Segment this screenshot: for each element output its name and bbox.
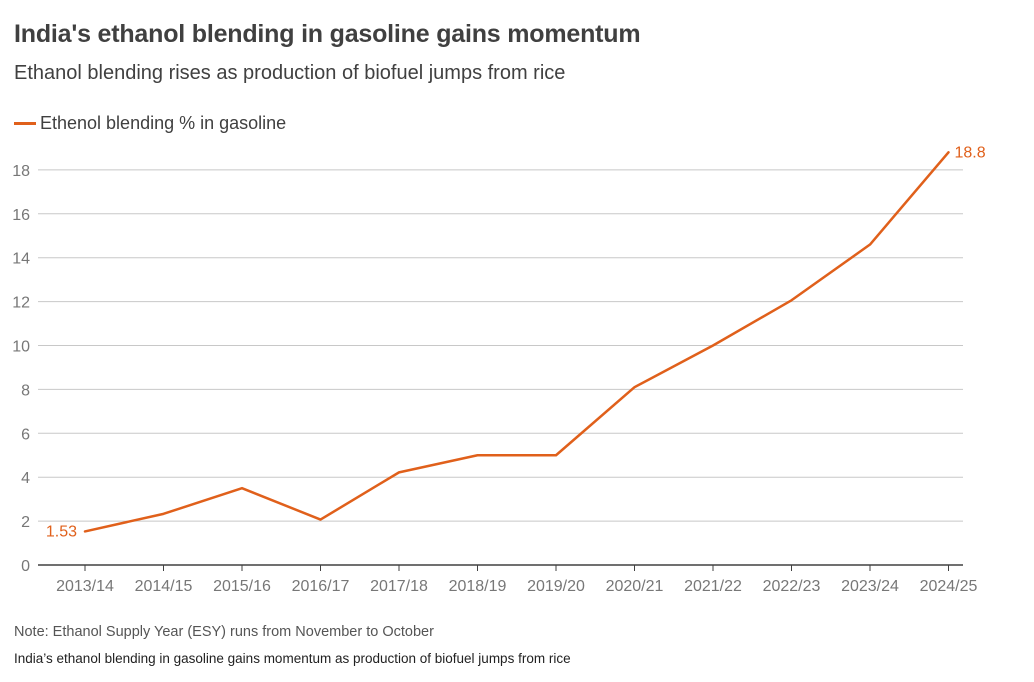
y-tick-label: 6 <box>21 426 30 443</box>
y-tick-label: 0 <box>21 558 30 575</box>
x-tick-label: 2016/17 <box>292 578 350 595</box>
x-axis-ticks: 2013/14 2014/15 2015/16 2016/17 2017/18 2018/… <box>56 565 978 595</box>
x-tick-label: 2019/20 <box>527 578 585 595</box>
data-label: 1.53 <box>46 523 77 540</box>
legend-label: Ethenol blending % in gasoline <box>40 113 287 133</box>
x-tick-label: 2014/15 <box>135 578 193 595</box>
series <box>83 151 950 533</box>
x-tick-label: 2020/21 <box>606 578 664 595</box>
x-tick-label: 2018/19 <box>449 578 507 595</box>
data-label: 18.8 <box>955 144 986 161</box>
caption: India’s ethanol blending in gasoline gai… <box>14 651 571 666</box>
series-line <box>83 151 950 533</box>
y-tick-label: 14 <box>12 251 30 268</box>
legend-swatch <box>14 122 36 125</box>
y-tick-label: 16 <box>12 207 30 224</box>
x-tick-label: 2021/22 <box>684 578 742 595</box>
chart-title: India's ethanol blending in gasoline gai… <box>14 20 641 48</box>
x-tick-label: 2013/14 <box>56 578 114 595</box>
x-tick-label: 2017/18 <box>370 578 428 595</box>
gridlines <box>38 169 963 522</box>
y-tick-label: 12 <box>12 295 30 312</box>
y-tick-label: 10 <box>12 339 30 356</box>
footnote: Note: Ethanol Supply Year (ESY) runs fro… <box>14 624 434 640</box>
x-tick-label: 2023/24 <box>841 578 899 595</box>
data-labels: 1.53 18.8 <box>46 144 986 540</box>
x-tick-label: 2015/16 <box>213 578 271 595</box>
chart-subtitle: Ethanol blending rises as production of … <box>14 62 566 84</box>
x-tick-label: 2024/25 <box>920 578 978 595</box>
y-axis-ticks: 0 2 4 6 8 10 12 14 16 18 <box>12 163 30 575</box>
legend: Ethenol blending % in gasoline <box>14 113 286 134</box>
y-tick-label: 4 <box>21 470 30 487</box>
y-tick-label: 2 <box>21 514 30 531</box>
y-tick-label: 18 <box>12 163 30 180</box>
x-tick-label: 2022/23 <box>763 578 821 595</box>
y-tick-label: 8 <box>21 382 30 399</box>
